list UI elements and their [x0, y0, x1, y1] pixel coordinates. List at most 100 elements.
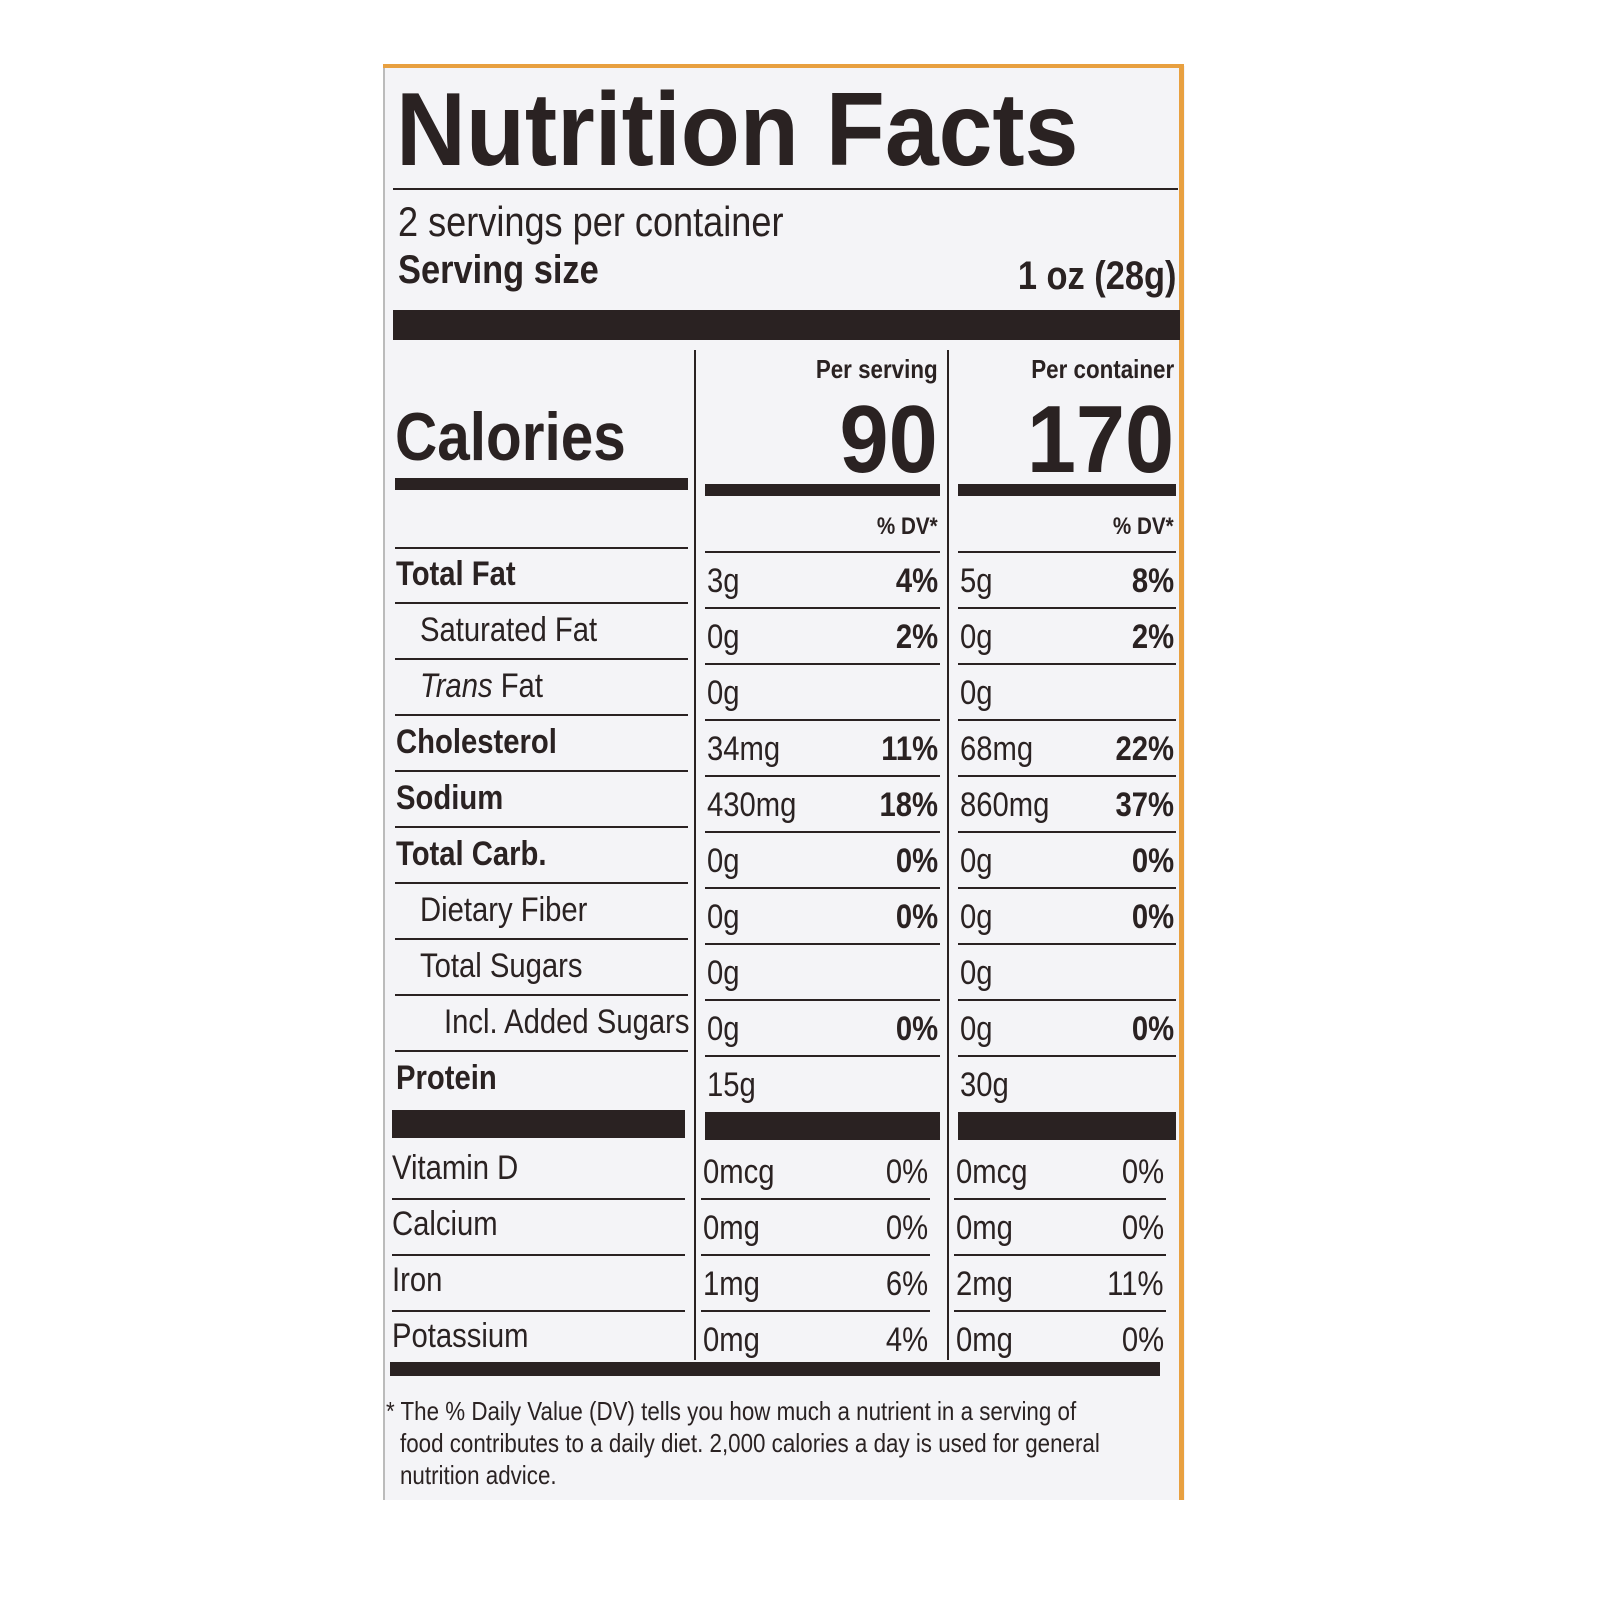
- amount: 860mg: [960, 785, 1050, 824]
- amount: 0mcg: [956, 1152, 1028, 1191]
- rule: [395, 547, 688, 549]
- amount: 0g: [960, 617, 993, 656]
- nutrient-name: Cholesterol: [396, 722, 557, 761]
- rule: [395, 994, 688, 996]
- thick-rule: [392, 1110, 685, 1138]
- daily-value: 11%: [1107, 1264, 1164, 1303]
- vitamin-name: Vitamin D: [392, 1148, 519, 1187]
- thick-rule: [705, 484, 940, 496]
- amount: 430mg: [707, 785, 797, 824]
- daily-value: 2%: [895, 617, 938, 656]
- rule: [705, 551, 940, 553]
- package-edge: [383, 64, 1184, 68]
- nutrient-name: Protein: [396, 1058, 497, 1097]
- nutrient-name: Total Fat: [396, 554, 516, 593]
- rule: [701, 1310, 930, 1312]
- title: Nutrition Facts: [396, 71, 1079, 188]
- rule: [705, 1055, 940, 1057]
- rule: [705, 775, 940, 777]
- rule: [958, 719, 1176, 721]
- daily-value: 0%: [1121, 1208, 1164, 1247]
- rule: [705, 943, 940, 945]
- amount: 0g: [707, 953, 740, 992]
- amount: 0g: [707, 897, 740, 936]
- thick-rule: [958, 484, 1176, 496]
- amount: 0mcg: [703, 1152, 775, 1191]
- nutrient-name: Incl. Added Sugars: [444, 1002, 690, 1041]
- amount: 0mg: [956, 1208, 1013, 1247]
- column-divider: [947, 350, 949, 1360]
- footnote: * The % Daily Value (DV) tells you how m…: [386, 1396, 1077, 1427]
- rule: [958, 551, 1176, 553]
- amount: 30g: [960, 1065, 1009, 1104]
- thick-rule: [393, 310, 1180, 340]
- amount: 15g: [707, 1065, 756, 1104]
- amount: 0g: [960, 953, 993, 992]
- daily-value: 0%: [1131, 897, 1174, 936]
- thick-rule: [395, 478, 688, 490]
- rule: [705, 663, 940, 665]
- dv-header: % DV*: [877, 512, 938, 540]
- column-header: Per container: [1031, 354, 1174, 385]
- daily-value: 0%: [885, 1208, 928, 1247]
- amount: 0g: [960, 673, 993, 712]
- rule: [958, 831, 1176, 833]
- thick-rule: [705, 1112, 940, 1140]
- rule: [395, 882, 688, 884]
- rule: [958, 1055, 1176, 1057]
- rule: [395, 938, 688, 940]
- daily-value: 37%: [1115, 785, 1174, 824]
- thick-rule: [958, 1112, 1176, 1140]
- amount: 2mg: [956, 1264, 1013, 1303]
- amount: 0g: [707, 1009, 740, 1048]
- vitamin-name: Iron: [392, 1260, 443, 1299]
- column-header: Per serving: [816, 354, 938, 385]
- amount: 34mg: [707, 729, 781, 768]
- rule: [958, 663, 1176, 665]
- rule: [701, 1198, 930, 1200]
- serving-size-label: Serving size: [398, 248, 599, 292]
- daily-value: 4%: [885, 1320, 928, 1359]
- rule: [395, 714, 688, 716]
- rule: [395, 1050, 688, 1052]
- rule: [954, 1198, 1166, 1200]
- nutrient-name: Saturated Fat: [420, 610, 598, 649]
- thick-rule: [390, 1362, 1160, 1376]
- rule: [958, 999, 1176, 1001]
- rule: [395, 658, 688, 660]
- daily-value: 2%: [1131, 617, 1174, 656]
- daily-value: 0%: [1131, 841, 1174, 880]
- calories-value: 170: [1026, 386, 1174, 494]
- vitamin-name: Potassium: [392, 1316, 529, 1355]
- daily-value: 0%: [885, 1152, 928, 1191]
- rule: [705, 999, 940, 1001]
- rule: [395, 770, 688, 772]
- label-panel: [383, 66, 1185, 1500]
- rule: [705, 719, 940, 721]
- daily-value: 0%: [895, 841, 938, 880]
- calories-value: 90: [839, 386, 938, 494]
- amount: 0g: [960, 1009, 993, 1048]
- nutrient-name: Sodium: [396, 778, 504, 817]
- calories-label: Calories: [395, 399, 626, 476]
- amount: 0g: [960, 897, 993, 936]
- rule: [395, 826, 688, 828]
- nutrient-name: Total Sugars: [420, 946, 583, 985]
- amount: 0g: [707, 617, 740, 656]
- amount: 5g: [960, 561, 993, 600]
- rule: [954, 1254, 1166, 1256]
- daily-value: 22%: [1115, 729, 1174, 768]
- serving-size-value: 1 oz (28g): [1017, 254, 1176, 298]
- daily-value: 0%: [1121, 1320, 1164, 1359]
- amount: 3g: [707, 561, 740, 600]
- rule: [958, 887, 1176, 889]
- daily-value: 0%: [1131, 1009, 1174, 1048]
- footnote: nutrition advice.: [400, 1460, 557, 1491]
- rule: [954, 1310, 1166, 1312]
- rule: [393, 188, 1178, 190]
- amount: 68mg: [960, 729, 1034, 768]
- amount: 1mg: [703, 1264, 760, 1303]
- daily-value: 0%: [1121, 1152, 1164, 1191]
- amount: 0mg: [703, 1208, 760, 1247]
